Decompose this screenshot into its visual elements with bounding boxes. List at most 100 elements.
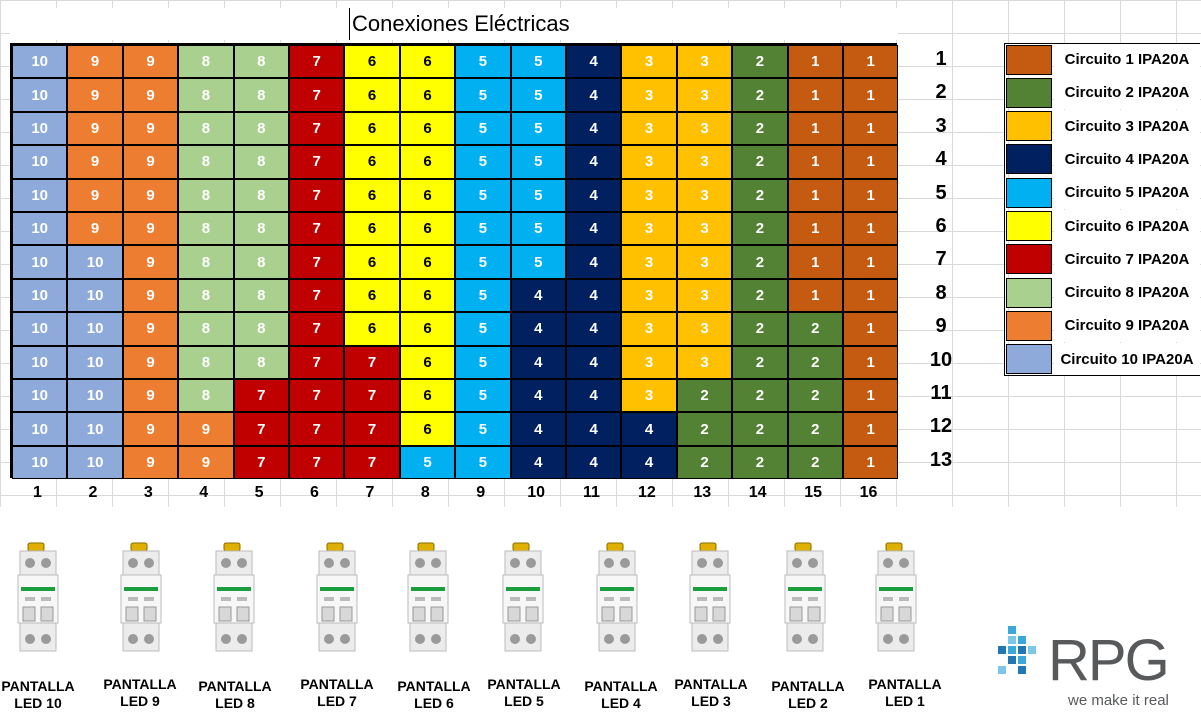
grid-cell: 10 bbox=[67, 278, 123, 313]
column-label: 9 bbox=[476, 484, 486, 501]
column-label: 10 bbox=[527, 484, 545, 501]
grid-cell: 8 bbox=[233, 212, 289, 246]
breaker-label-line1: PANTALLA bbox=[487, 676, 561, 692]
grid-cell: 3 bbox=[676, 312, 733, 346]
grid-cell: 10 bbox=[12, 212, 68, 246]
legend-swatch bbox=[1006, 177, 1052, 208]
breaker-label-line1: PANTALLA bbox=[300, 676, 374, 692]
grid-cell: 10 bbox=[67, 345, 123, 379]
grid-cell: 1 bbox=[843, 245, 899, 279]
grid-cell: 6 bbox=[344, 145, 400, 179]
grid-cell: 8 bbox=[178, 245, 234, 279]
grid-cell: 8 bbox=[233, 278, 289, 313]
grid-cell: 10 bbox=[12, 78, 68, 112]
grid-cell: 1 bbox=[843, 379, 899, 413]
circuit-breaker-icon bbox=[502, 542, 544, 652]
grid-cell: 2 bbox=[732, 145, 788, 179]
grid-cell: 7 bbox=[289, 145, 345, 179]
grid-cell: 4 bbox=[566, 345, 622, 379]
grid-cell: 3 bbox=[676, 45, 733, 79]
grid-cell: 10 bbox=[12, 278, 68, 313]
grid-cell: 10 bbox=[12, 111, 68, 146]
column-label: 13 bbox=[693, 484, 712, 501]
breaker-label: PANTALLA LED 6 bbox=[384, 678, 484, 712]
logo-wordmark: RPG bbox=[1048, 628, 1170, 693]
circuit-breaker-icon bbox=[120, 542, 162, 652]
grid-cell: 4 bbox=[566, 178, 622, 212]
grid-cell: 4 bbox=[510, 278, 566, 313]
grid-cell: 3 bbox=[621, 111, 677, 146]
grid-cell: 6 bbox=[399, 145, 456, 179]
grid-cell: 9 bbox=[122, 278, 179, 313]
column-label: 2 bbox=[88, 484, 98, 501]
grid-cell: 1 bbox=[843, 445, 899, 480]
grid-cell: 4 bbox=[566, 445, 622, 480]
breaker-label-line2: LED 10 bbox=[14, 695, 62, 711]
grid-cell: 2 bbox=[732, 111, 788, 146]
logo-pixel-mark bbox=[998, 626, 1036, 674]
grid-cell: 9 bbox=[122, 212, 179, 246]
breaker-label-line2: LED 9 bbox=[120, 693, 160, 709]
grid-cell: 6 bbox=[399, 379, 456, 413]
grid-cell: 1 bbox=[843, 412, 899, 446]
grid-cell: 1 bbox=[843, 345, 899, 379]
page-title: Conexiones Eléctricas bbox=[349, 8, 898, 40]
legend-swatch bbox=[1006, 310, 1052, 341]
grid-cell: 3 bbox=[676, 78, 733, 112]
grid-cell: 5 bbox=[510, 245, 566, 279]
grid-cell: 6 bbox=[399, 278, 456, 313]
grid-cell: 3 bbox=[676, 245, 733, 279]
grid-cell: 5 bbox=[455, 45, 511, 79]
grid-cell: 9 bbox=[178, 445, 234, 480]
legend-label: Circuito 4 IPA20A bbox=[1054, 142, 1200, 176]
grid-cell: 2 bbox=[732, 312, 788, 346]
row-label: 6 bbox=[935, 215, 947, 237]
grid-cell: 5 bbox=[455, 212, 511, 246]
grid-cell: 8 bbox=[178, 78, 234, 112]
row-label: 13 bbox=[929, 448, 953, 471]
grid-cell: 3 bbox=[621, 178, 677, 212]
breaker-label-line2: LED 5 bbox=[504, 693, 544, 709]
grid-cell: 5 bbox=[455, 312, 511, 346]
grid-cell: 7 bbox=[344, 379, 400, 413]
grid-cell: 7 bbox=[289, 412, 345, 446]
circuit-breaker-icon bbox=[875, 542, 917, 652]
grid-cell: 1 bbox=[787, 212, 843, 246]
legend-label: Circuito 3 IPA20A bbox=[1054, 109, 1200, 143]
title-spacer bbox=[10, 8, 349, 40]
breaker-label-line1: PANTALLA bbox=[868, 676, 942, 692]
grid-cell: 3 bbox=[621, 312, 677, 346]
grid-cell: 6 bbox=[399, 245, 456, 279]
breaker-label: PANTALLA LED 8 bbox=[185, 678, 285, 712]
grid-cell: 6 bbox=[344, 212, 400, 246]
grid-cell: 1 bbox=[787, 145, 843, 179]
breaker-label-line2: LED 6 bbox=[414, 695, 454, 711]
breaker-label: PANTALLA LED 5 bbox=[474, 676, 574, 710]
grid-cell: 9 bbox=[122, 178, 179, 212]
grid-cell: 1 bbox=[843, 45, 899, 79]
grid-cell: 4 bbox=[621, 412, 677, 446]
breaker-label: PANTALLA LED 9 bbox=[90, 676, 190, 710]
column-label: 3 bbox=[143, 484, 153, 501]
row-label: 10 bbox=[929, 348, 953, 371]
grid-cell: 10 bbox=[12, 178, 68, 212]
breaker-label-line1: PANTALLA bbox=[103, 676, 177, 692]
grid-cell: 4 bbox=[566, 412, 622, 446]
grid-cell: 6 bbox=[399, 45, 456, 79]
legend-swatch bbox=[1006, 244, 1052, 275]
grid-cell: 10 bbox=[12, 145, 68, 179]
grid-cell: 2 bbox=[732, 278, 788, 313]
grid-cell: 1 bbox=[787, 111, 843, 146]
breaker-label: PANTALLA LED 10 bbox=[0, 678, 88, 712]
grid-cell: 8 bbox=[233, 178, 289, 212]
legend-label: Circuito 10 IPA20A bbox=[1054, 342, 1200, 376]
grid-cell: 3 bbox=[676, 111, 733, 146]
breaker-label-line1: PANTALLA bbox=[584, 678, 658, 694]
grid-cell: 1 bbox=[843, 212, 899, 246]
grid-cell: 9 bbox=[122, 78, 179, 112]
grid-cell: 8 bbox=[233, 345, 289, 379]
breaker-label-line2: LED 7 bbox=[317, 693, 357, 709]
grid-cell: 4 bbox=[566, 78, 622, 112]
grid-cell: 5 bbox=[399, 445, 456, 480]
grid-cell: 1 bbox=[843, 312, 899, 346]
